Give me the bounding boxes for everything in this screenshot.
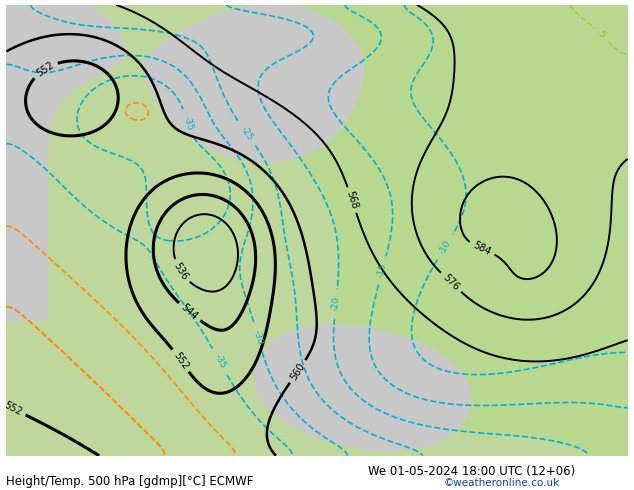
Text: Height/Temp. 500 hPa [gdmp][°C] ECMWF: Height/Temp. 500 hPa [gdmp][°C] ECMWF [6, 474, 254, 488]
Text: -10: -10 [437, 238, 453, 256]
Text: 576: 576 [441, 272, 461, 293]
Text: 584: 584 [472, 240, 493, 257]
Text: 552: 552 [3, 400, 23, 417]
Text: -25: -25 [238, 124, 254, 142]
Text: 536: 536 [172, 261, 190, 282]
Text: 568: 568 [344, 190, 359, 210]
Text: -35: -35 [212, 353, 227, 370]
Text: 552: 552 [34, 60, 56, 78]
Text: -35: -35 [181, 115, 195, 132]
Text: 560: 560 [288, 361, 307, 382]
Text: We 01-05-2024 18:00 UTC (12+06): We 01-05-2024 18:00 UTC (12+06) [368, 465, 575, 478]
Text: 552: 552 [171, 350, 190, 371]
Text: 544: 544 [179, 302, 200, 322]
Text: -30: -30 [252, 329, 264, 345]
Text: 5: 5 [596, 29, 606, 40]
Text: -20: -20 [331, 296, 341, 312]
Text: ©weatheronline.co.uk: ©weatheronline.co.uk [444, 478, 560, 488]
Text: -15: -15 [376, 262, 389, 279]
